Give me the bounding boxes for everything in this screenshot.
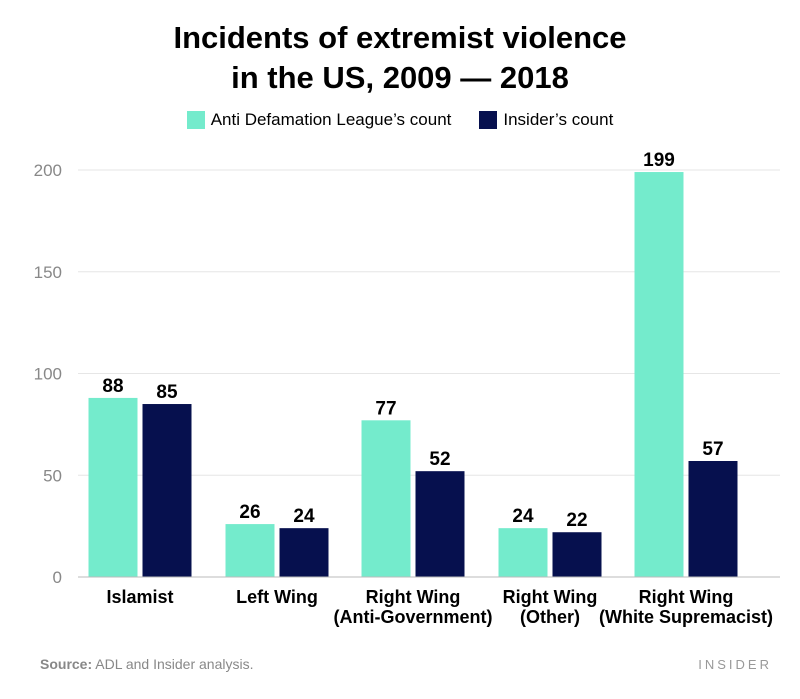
y-tick-label: 200 <box>34 161 62 180</box>
source-label: Source: <box>40 656 93 672</box>
bar-insider <box>279 528 329 577</box>
bar-insider <box>552 532 602 577</box>
source-text: ADL and Insider analysis. <box>92 656 254 672</box>
data-label: 57 <box>702 439 723 460</box>
source-note: Source: ADL and Insider analysis. <box>40 656 253 672</box>
data-label: 24 <box>512 506 534 527</box>
x-tick-label: (Other) <box>520 607 580 627</box>
x-tick-label: Right Wing <box>639 587 734 607</box>
chart-title-line2: in the US, 2009 — 2018 <box>231 60 569 95</box>
data-label: 85 <box>156 382 178 403</box>
bar-adl <box>634 172 684 577</box>
bar-adl <box>225 524 275 577</box>
x-tick-label: (White Supremacist) <box>599 607 773 627</box>
legend-item-insider: Insider’s count <box>479 110 613 130</box>
legend-label-insider: Insider’s count <box>503 110 614 129</box>
x-tick-label: Left Wing <box>236 587 318 607</box>
x-tick-label: (Anti-Government) <box>334 607 493 627</box>
chart-title-line1: Incidents of extremist violence <box>173 20 627 55</box>
bar-insider <box>415 471 465 577</box>
bar-insider <box>688 461 738 577</box>
y-tick-label: 150 <box>34 263 62 282</box>
bar-insider <box>142 404 192 577</box>
data-label: 199 <box>643 150 675 171</box>
chart-title: Incidents of extremist violence in the U… <box>0 18 800 98</box>
legend-item-adl: Anti Defamation League’s count <box>186 110 452 130</box>
legend-swatch-adl <box>186 111 205 129</box>
legend-swatch-insider <box>479 111 498 129</box>
bar-adl <box>498 528 548 577</box>
brand-logo: INSIDER <box>698 657 772 672</box>
bar-adl <box>88 397 138 577</box>
data-label: 88 <box>102 376 123 397</box>
x-tick-label: Islamist <box>106 587 173 607</box>
x-tick-label: Right Wing <box>503 587 598 607</box>
bar-adl <box>361 420 411 577</box>
y-tick-label: 50 <box>43 466 62 485</box>
data-label: 24 <box>293 506 315 527</box>
legend: Anti Defamation League’s count Insider’s… <box>0 110 800 130</box>
data-label: 26 <box>239 502 260 523</box>
data-label: 22 <box>566 510 587 531</box>
legend-label-adl: Anti Defamation League’s count <box>210 110 452 129</box>
data-label: 52 <box>429 449 450 470</box>
x-tick-label: Right Wing <box>366 587 461 607</box>
data-label: 77 <box>375 398 396 419</box>
y-tick-label: 0 <box>53 568 62 587</box>
y-tick-label: 100 <box>34 365 62 384</box>
